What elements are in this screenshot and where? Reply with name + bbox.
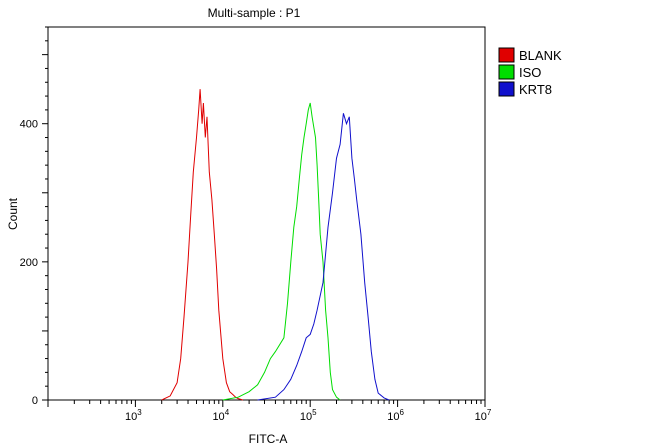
legend-label-krt8: KRT8 (519, 82, 552, 97)
y-tick-label: 400 (20, 119, 38, 131)
series-line-iso (222, 102, 341, 401)
y-tick-label: 0 (32, 395, 38, 407)
legend-swatch-blank (498, 47, 515, 63)
legend-label-iso: ISO (519, 65, 541, 80)
plot-area (47, 26, 486, 401)
legend-label-blank: BLANK (519, 48, 562, 63)
legend: BLANK ISO KRT8 (498, 47, 562, 97)
tick-labels: 0 200 400 103 104 105 106 107 (20, 119, 492, 423)
legend-swatch-krt8 (498, 81, 515, 97)
axis-ticks (42, 26, 486, 407)
x-tick-label: 105 (300, 408, 317, 423)
y-axis-label: Count (6, 197, 20, 230)
chart-title: Multi-sample : P1 (208, 6, 301, 20)
series-line-blank (161, 89, 244, 401)
x-tick-label: 104 (212, 408, 229, 423)
series-layer (161, 89, 390, 401)
x-tick-label: 103 (125, 408, 142, 423)
x-tick-label: 106 (387, 408, 404, 423)
x-tick-label: 107 (475, 408, 492, 423)
x-axis-label: FITC-A (249, 432, 288, 446)
y-tick-label: 200 (20, 257, 38, 269)
legend-swatch-iso (498, 64, 515, 80)
series-line-krt8 (257, 113, 390, 401)
